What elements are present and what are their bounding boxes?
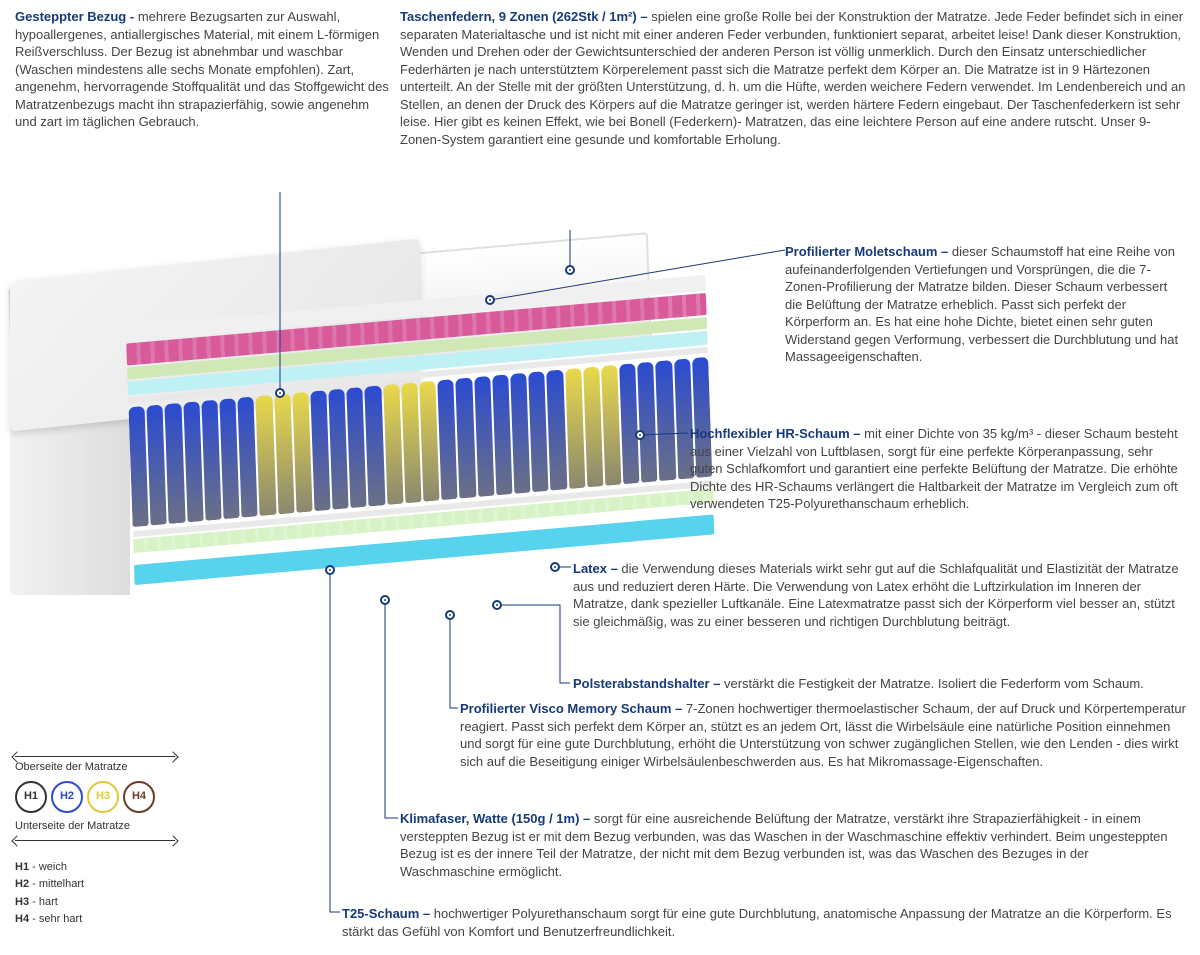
hardness-row-H4: H4 - sehr hart [15, 911, 175, 929]
callout-title: Polsterabstandshalter – [573, 676, 720, 691]
callout-body: verstärkt die Festigkeit der Matratze. I… [720, 676, 1143, 691]
callout-title: Profilierter Visco Memory Schaum – [460, 701, 682, 716]
leader-dot [380, 595, 390, 605]
hardness-circle-H2: H2 [51, 781, 83, 813]
leader-dot [565, 265, 575, 275]
callout-body: die Verwendung dieses Materials wirkt se… [573, 561, 1179, 629]
leader-dot [325, 565, 335, 575]
leader-dot [550, 562, 560, 572]
legend-bottom-label: Unterseite der Matratze [15, 819, 175, 834]
hardness-row-H3: H3 - hart [15, 894, 175, 912]
hardness-legend: Oberseite der Matratze H1H2H3H4 Untersei… [15, 750, 175, 929]
callout-title: T25-Schaum – [342, 906, 430, 921]
callout-5: Klimafaser, Watte (150g / 1m) – sorgt fü… [400, 810, 1187, 880]
callout-title: Profilierter Moletschaum – [785, 244, 948, 259]
springs-body: spielen eine große Rolle bei der Konstru… [400, 9, 1186, 147]
callout-6: T25-Schaum – hochwertiger Polyurethansch… [342, 905, 1187, 940]
callout-1: Hochflexibler HR-Schaum – mit einer Dich… [690, 425, 1185, 513]
leader-dot [445, 610, 455, 620]
callout-4: Profilierter Visco Memory Schaum – 7-Zon… [460, 700, 1186, 770]
springs-title: Taschenfedern, 9 Zonen (262Stk / 1m²) – [400, 9, 648, 24]
hardness-circle-H3: H3 [87, 781, 119, 813]
hardness-circle-H1: H1 [15, 781, 47, 813]
leader-dot [275, 388, 285, 398]
callout-title: Latex – [573, 561, 618, 576]
hardness-row-H1: H1 - weich [15, 859, 175, 877]
callout-body: dieser Schaumstoff hat eine Reihe von au… [785, 244, 1178, 364]
leader-dot [635, 430, 645, 440]
hardness-circle-H4: H4 [123, 781, 155, 813]
callout-title: Hochflexibler HR-Schaum – [690, 426, 861, 441]
hardness-row-H2: H2 - mittelhart [15, 876, 175, 894]
callout-3: Polsterabstandshalter – verstärkt die Fe… [573, 675, 1188, 693]
cover-body: mehrere Bezugsarten zur Auswahl, hypoall… [15, 9, 389, 129]
legend-top-label: Oberseite der Matratze [15, 760, 175, 775]
callout-body: hochwertiger Polyurethanschaum sorgt für… [342, 906, 1172, 939]
cover-title: Gesteppter Bezug - [15, 9, 134, 24]
callout-2: Latex – die Verwendung dieses Materials … [573, 560, 1188, 630]
leader-dot [485, 295, 495, 305]
callout-title: Klimafaser, Watte (150g / 1m) – [400, 811, 590, 826]
callout-0: Profilierter Moletschaum – dieser Schaum… [785, 243, 1185, 366]
leader-dot [492, 600, 502, 610]
